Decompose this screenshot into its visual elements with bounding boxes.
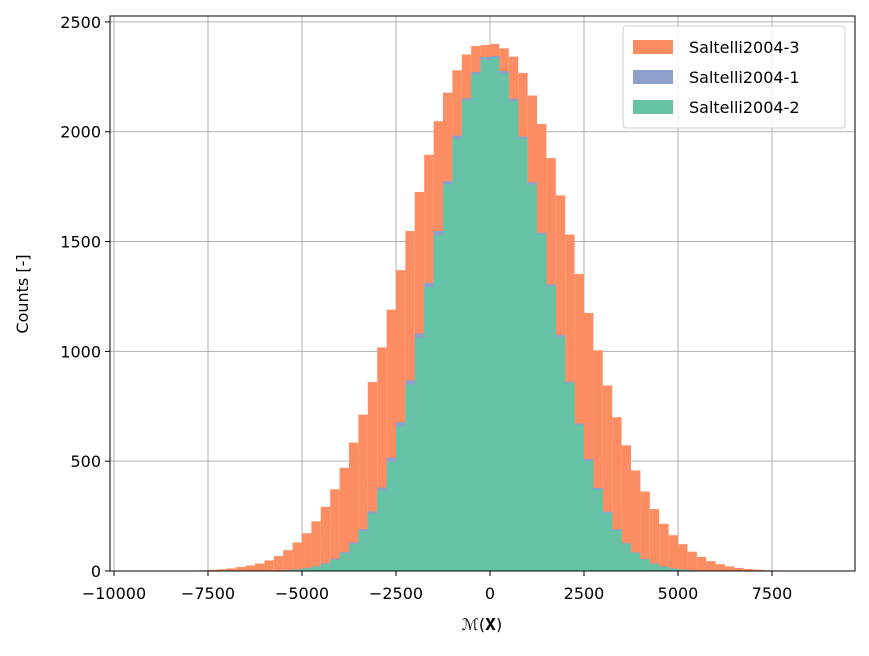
histogram-bar xyxy=(528,184,537,571)
x-tick-label: −10000 xyxy=(82,584,146,603)
x-tick-label: −2500 xyxy=(369,584,423,603)
histogram-bar xyxy=(274,556,283,571)
histogram-bar xyxy=(434,235,443,571)
histogram-bar xyxy=(321,507,330,571)
legend-label: Saltelli2004-1 xyxy=(689,68,800,87)
histogram-bar xyxy=(415,338,424,571)
histogram-bar xyxy=(575,425,584,571)
histogram-bar xyxy=(518,138,527,571)
histogram-bar xyxy=(481,60,490,571)
histogram-bar xyxy=(471,74,480,571)
histogram-bar xyxy=(358,531,367,571)
y-tick-label: 2000 xyxy=(60,123,101,142)
histogram-bar xyxy=(584,461,593,571)
histogram-bar xyxy=(678,544,687,571)
histogram-bar xyxy=(499,74,508,571)
histogram-bar xyxy=(593,490,602,571)
legend-swatch xyxy=(633,40,673,54)
histogram-bar xyxy=(725,566,734,571)
histogram-bar xyxy=(396,426,405,571)
y-tick-label: 2500 xyxy=(60,13,101,32)
y-tick-label: 1500 xyxy=(60,233,101,252)
histogram-bar xyxy=(405,384,414,571)
histogram-bar xyxy=(377,491,386,571)
histogram-bar xyxy=(546,286,555,571)
histogram-bar xyxy=(452,139,461,571)
histogram-bar xyxy=(716,564,725,571)
y-axis-label: Counts [-] xyxy=(13,254,32,333)
histogram-bar xyxy=(565,383,574,571)
histogram-bar xyxy=(330,560,339,571)
histogram-bar xyxy=(443,184,452,571)
histogram-bar xyxy=(612,531,621,571)
histogram-bar xyxy=(387,462,396,571)
histogram-bar xyxy=(537,235,546,571)
histogram-bar xyxy=(659,524,668,571)
histogram-bar xyxy=(264,560,273,571)
histogram-bar xyxy=(556,337,565,571)
legend: Saltelli2004-3 Saltelli2004-1 Saltelli2004… xyxy=(623,26,845,128)
histogram-bar xyxy=(631,553,640,571)
y-tick-label: 1000 xyxy=(60,342,101,361)
histogram-bar xyxy=(650,564,659,571)
histogram-bar xyxy=(603,513,612,571)
histogram-bar xyxy=(424,287,433,571)
histogram-bar xyxy=(462,101,471,571)
histogram-bar xyxy=(302,533,311,571)
legend-swatch xyxy=(633,70,673,84)
x-tick-label: −5000 xyxy=(275,584,329,603)
histogram-bar xyxy=(669,535,678,571)
histogram-bar xyxy=(340,553,349,571)
legend-swatch xyxy=(633,100,673,114)
histogram-bar xyxy=(622,544,631,571)
legend-label: Saltelli2004-3 xyxy=(689,38,800,57)
histogram-bar xyxy=(349,544,358,571)
x-tick-label: −7500 xyxy=(181,584,235,603)
histogram-bar xyxy=(293,542,302,571)
histogram-bar xyxy=(697,557,706,571)
x-axis-label: ℳ(𝐗) xyxy=(462,615,502,634)
histogram-bar xyxy=(687,552,696,571)
histogram-bar xyxy=(311,567,320,571)
x-tick-label: 0 xyxy=(485,584,495,603)
histogram-bar xyxy=(706,561,715,571)
histogram-bar xyxy=(283,550,292,571)
histogram-bar xyxy=(490,58,499,571)
histogram-bar xyxy=(640,560,649,571)
x-tick-label: 7500 xyxy=(752,584,793,603)
histogram-bar xyxy=(368,513,377,571)
y-tick-label: 0 xyxy=(91,562,101,581)
x-tick-label: 2500 xyxy=(564,584,605,603)
histogram-bar xyxy=(659,567,668,571)
histogram-bar xyxy=(321,564,330,571)
histogram-bar xyxy=(650,509,659,571)
histogram-bar xyxy=(246,566,255,571)
x-tick-label: 5000 xyxy=(658,584,699,603)
histogram-bar xyxy=(509,101,518,571)
histogram-bar xyxy=(255,564,264,571)
y-tick-label: 500 xyxy=(70,452,101,471)
histogram-bar xyxy=(311,521,320,571)
histogram-bar xyxy=(236,567,245,571)
legend-label: Saltelli2004-2 xyxy=(689,98,800,117)
